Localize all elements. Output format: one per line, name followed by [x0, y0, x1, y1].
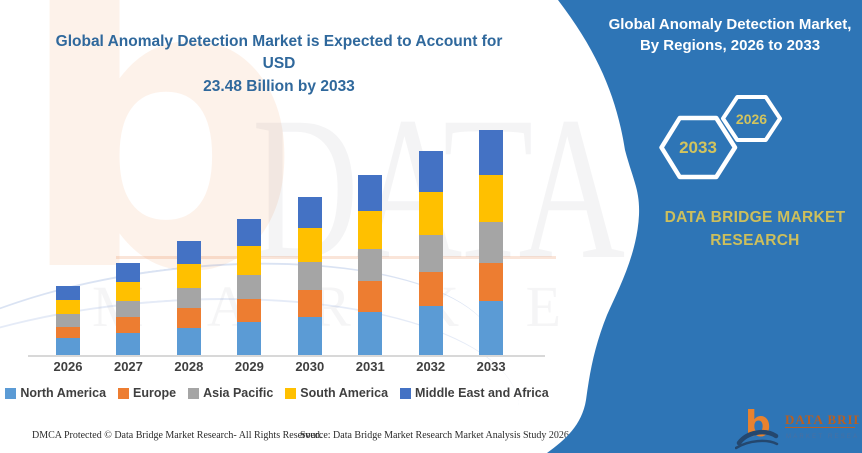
logo-b-icon: b — [745, 404, 771, 445]
bar-2028 — [176, 241, 201, 355]
bar-segment-europe-2031 — [358, 281, 383, 312]
bar-segment-north-america-2026 — [56, 338, 80, 355]
bar-2026 — [56, 285, 80, 355]
bar-segment-north-america-2027 — [116, 333, 141, 355]
bar-segment-south-america-2032 — [418, 192, 443, 235]
bar-segment-south-america-2027 — [116, 281, 141, 301]
bar-segment-south-america-2033 — [479, 174, 504, 223]
legend-swatch-icon — [188, 387, 200, 399]
panel-title: Global Anomaly Detection Market, By Regi… — [608, 16, 852, 55]
x-axis-label-2026: 2026 — [53, 359, 83, 374]
bar-2027 — [116, 263, 141, 355]
watermark-underline — [116, 256, 556, 259]
x-axis-line — [28, 355, 545, 357]
bar-segment-asia-pacific-2033 — [479, 222, 504, 263]
side-panel-background — [547, 0, 862, 453]
legend-label: Asia Pacific — [203, 386, 274, 400]
logo-subtext: MARKET RESEARCH — [786, 434, 859, 440]
bar-segment-north-america-2031 — [358, 311, 383, 355]
bar-segment-north-america-2032 — [418, 306, 443, 355]
legend-label: North America — [20, 386, 107, 400]
bar-segment-south-america-2029 — [237, 246, 262, 275]
bar-segment-middle-east-and-africa-2031 — [358, 174, 383, 211]
bar-2030 — [297, 196, 322, 355]
legend-item-middle-east-and-africa: Middle East and Africa — [400, 386, 549, 400]
chart-title: Global Anomaly Detection Market is Expec… — [38, 31, 520, 98]
bar-segment-middle-east-and-africa-2027 — [116, 263, 141, 282]
panel-brand-text: DATA BRIDGE MARKET RESEARCH — [664, 209, 846, 250]
bar-segment-asia-pacific-2030 — [297, 261, 322, 290]
bar-segment-south-america-2030 — [297, 228, 322, 262]
legend-swatch-icon — [118, 387, 130, 399]
bar-segment-south-america-2028 — [176, 264, 201, 289]
logo-swoosh-icon — [734, 439, 779, 450]
logo-wordmark-underline — [785, 427, 855, 428]
legend-swatch-icon — [400, 387, 412, 399]
bar-2032 — [418, 151, 443, 355]
bar-segment-asia-pacific-2027 — [116, 300, 141, 318]
bar-segment-south-america-2031 — [358, 210, 383, 249]
bar-segment-north-america-2029 — [237, 322, 262, 355]
bar-segment-europe-2030 — [297, 290, 322, 317]
bar-2031 — [358, 174, 383, 355]
bar-segment-asia-pacific-2031 — [358, 248, 383, 282]
data-bridge-logo-graphic: b DATA BRIDGE MARKET RESEARCH — [734, 404, 862, 450]
bar-segment-middle-east-and-africa-2033 — [479, 129, 504, 175]
x-axis-label-2030: 2030 — [295, 359, 325, 374]
x-axis-label-2028: 2028 — [174, 359, 204, 374]
bar-segment-north-america-2030 — [297, 317, 322, 355]
data-bridge-logo: b DATA BRIDGE MARKET RESEARCH — [734, 403, 862, 450]
x-axis-label-2029: 2029 — [234, 359, 264, 374]
x-axis-label-2033: 2033 — [476, 359, 506, 374]
logo-swoosh-icon — [736, 429, 779, 446]
legend-item-north-america: North America — [5, 386, 106, 400]
bar-segment-europe-2029 — [237, 299, 262, 323]
chart-title-line2: 23.48 Billion by 2033 — [203, 77, 355, 95]
bar-segment-south-america-2026 — [56, 299, 80, 315]
bar-segment-middle-east-and-africa-2030 — [297, 196, 322, 229]
legend-swatch-icon — [5, 387, 17, 399]
hexagon-2033-label: 2033 — [679, 138, 717, 157]
bar-segment-asia-pacific-2028 — [176, 288, 201, 309]
legend-label: Europe — [133, 386, 177, 400]
x-axis-label-2032: 2032 — [416, 359, 446, 374]
x-axis-label-2031: 2031 — [355, 359, 385, 374]
chart-title-line1: Global Anomaly Detection Market is Expec… — [55, 33, 503, 73]
footer-copyright: DMCA Protected © Data Bridge Market Rese… — [32, 430, 323, 441]
bar-segment-north-america-2033 — [479, 300, 504, 355]
bar-segment-middle-east-and-africa-2032 — [418, 151, 443, 193]
hexagon-2026-outline — [721, 95, 782, 142]
x-axis-label-2027: 2027 — [113, 359, 143, 374]
bar-segment-middle-east-and-africa-2026 — [56, 285, 80, 300]
bar-segment-europe-2026 — [56, 326, 80, 339]
legend-item-south-america: South America — [285, 386, 388, 400]
bar-segment-middle-east-and-africa-2028 — [176, 241, 201, 265]
hexagon-2026-label: 2026 — [735, 111, 768, 127]
hexagon-2033-outline — [659, 115, 738, 180]
bar-segment-europe-2027 — [116, 317, 141, 333]
legend: North America Europe Asia Pacific South Ame… — [5, 386, 549, 400]
bar-segment-asia-pacific-2032 — [418, 234, 443, 272]
bar-segment-europe-2032 — [418, 271, 443, 307]
logo-wordmark: DATA BRIDGE — [785, 412, 859, 427]
bar-2029 — [237, 218, 262, 355]
bar-2033 — [479, 129, 504, 355]
bar-segment-middle-east-and-africa-2029 — [237, 218, 262, 247]
bar-segment-europe-2033 — [479, 262, 504, 301]
legend-label: South America — [300, 386, 389, 400]
legend-label: Middle East and Africa — [415, 386, 549, 400]
bar-segment-asia-pacific-2029 — [237, 274, 262, 300]
bar-segment-europe-2028 — [176, 308, 201, 328]
legend-item-europe: Europe — [118, 386, 176, 400]
legend-swatch-icon — [285, 387, 297, 399]
bar-segment-north-america-2028 — [176, 327, 201, 355]
legend-item-asia-pacific: Asia Pacific — [188, 386, 273, 400]
bar-segment-asia-pacific-2026 — [56, 314, 80, 327]
footer-source: Source: Data Bridge Market Research Mark… — [300, 430, 569, 441]
